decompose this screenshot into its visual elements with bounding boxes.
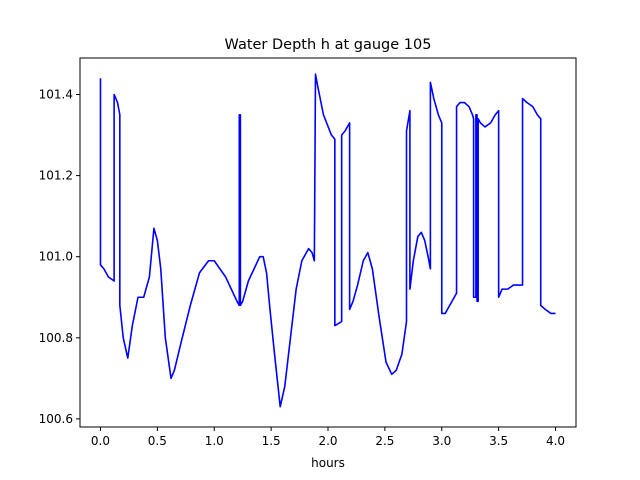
plot-area: [99, 73, 556, 408]
x-tick-label: 1.5: [262, 434, 281, 448]
x-tick-label: 2.5: [375, 434, 394, 448]
y-tick-label: 100.6: [39, 412, 73, 426]
y-tick-label: 100.8: [39, 331, 73, 345]
x-tick-label: 3.5: [489, 434, 508, 448]
x-axis: 0.0 0.5 1.0 1.5 2.0 2.5 3.0 3.5 4.0: [91, 427, 565, 448]
x-tick-label: 2.0: [318, 434, 337, 448]
y-tick-label: 101.4: [39, 87, 73, 101]
x-tick-label: 1.0: [205, 434, 224, 448]
y-tick-label: 101.0: [39, 250, 73, 264]
x-tick-label: 3.0: [432, 434, 451, 448]
x-axis-label: hours: [311, 456, 345, 470]
x-tick-label: 0.0: [91, 434, 110, 448]
x-tick-label: 4.0: [546, 434, 565, 448]
chart-title: Water Depth h at gauge 105: [225, 37, 432, 53]
series-line-water-depth: [99, 73, 556, 408]
y-axis: 100.6 100.8 101.0 101.2 101.4: [39, 87, 80, 426]
y-tick-label: 101.2: [39, 169, 73, 183]
x-tick-label: 0.5: [148, 434, 167, 448]
